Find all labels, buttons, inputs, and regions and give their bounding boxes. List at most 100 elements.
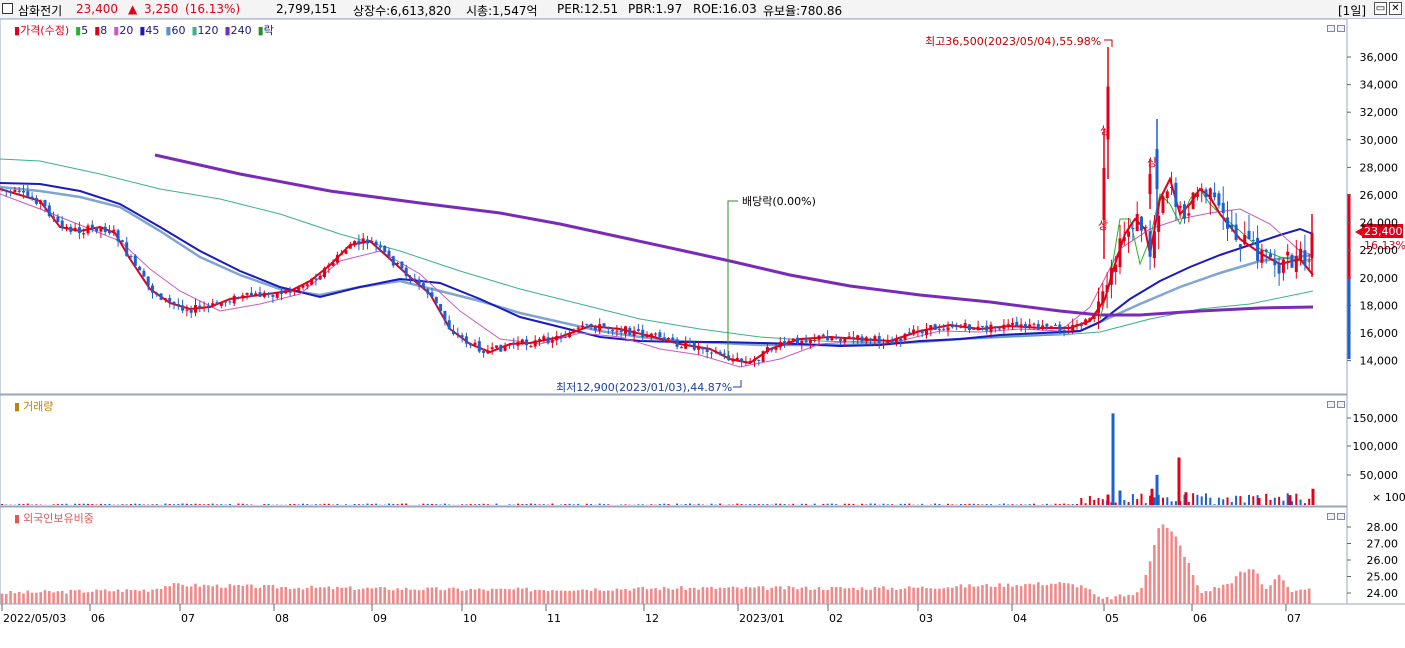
foreign-ratio-bar <box>1037 582 1040 604</box>
candle-body <box>108 230 111 234</box>
candle-body <box>1213 192 1217 198</box>
candle-body <box>955 326 959 328</box>
foreign-ratio-bar <box>701 587 705 604</box>
date-label: 10 <box>463 612 477 625</box>
candle-body <box>1251 239 1255 241</box>
volume-bar <box>1150 488 1154 505</box>
foreign-ratio-bar <box>1127 594 1130 604</box>
candle-body <box>735 357 739 360</box>
candle-body <box>1303 250 1307 266</box>
foreign-ratio-bar <box>310 585 313 604</box>
candle-body <box>421 282 425 289</box>
price-panel-controls[interactable] <box>1325 21 1347 32</box>
maximize-icon[interactable]: ▭ <box>1374 2 1387 15</box>
current-price: 23,400 <box>76 2 118 16</box>
legend-item-5[interactable]: ▮60 <box>165 24 186 37</box>
volume-bar <box>577 503 580 505</box>
foreign-ratio-bar <box>1015 585 1019 604</box>
foreign-ratio-bar <box>99 590 103 604</box>
period-selector[interactable]: [1일] <box>1338 4 1367 18</box>
volume-bar <box>835 504 838 505</box>
legend-item-4[interactable]: ▮45 <box>139 24 160 37</box>
candle-body <box>112 229 116 232</box>
volume-bar <box>1177 457 1181 505</box>
candle-body <box>215 302 219 305</box>
volume-bar <box>1252 496 1255 505</box>
candle-body <box>288 291 292 293</box>
candle-body <box>1071 324 1075 332</box>
legend-item-2[interactable]: ▮8 <box>94 24 108 37</box>
foreign-ratio-bar <box>632 588 636 604</box>
close-icon[interactable]: ✕ <box>1389 2 1402 15</box>
candle-body <box>722 353 726 355</box>
volume-bar <box>478 504 481 505</box>
legend-item-1[interactable]: ▮5 <box>75 24 89 37</box>
candle-body <box>697 346 701 350</box>
select-checkbox[interactable] <box>2 3 13 14</box>
candle-body <box>1269 253 1272 258</box>
foreign-ratio-bar <box>856 589 859 604</box>
foreign-ratio-bar <box>1260 584 1264 604</box>
legend-item-8[interactable]: ▮락 <box>257 24 274 37</box>
candle-body <box>383 245 387 253</box>
foreign-ratio-bar <box>589 590 593 604</box>
price-chart[interactable]: 배당락(0.00%) 최고36,500(2023/05/04),55.98% 최… <box>0 19 1405 648</box>
foreign-ratio-bar <box>430 587 434 604</box>
volume-bar <box>1127 502 1130 505</box>
volume-bar <box>121 504 124 505</box>
legend-item-6[interactable]: ▮120 <box>191 24 219 37</box>
candle-body <box>30 196 34 200</box>
foreign-ratio-bar <box>26 590 30 604</box>
candle-body <box>426 289 430 294</box>
candle-body <box>378 245 382 248</box>
foreign-ratio-bar <box>400 589 404 604</box>
candle-body <box>946 327 950 331</box>
foreign-ratio-bar <box>1092 594 1096 604</box>
volume-panel-controls[interactable] <box>1325 397 1347 408</box>
low-arrow-icon <box>733 380 742 388</box>
candle-body <box>1011 323 1014 325</box>
foreign-ratio-bar <box>0 593 4 604</box>
foreign-ratio-bar <box>525 587 528 604</box>
foreign-panel-controls[interactable] <box>1325 509 1347 520</box>
foreign-ratio-bar <box>718 587 722 604</box>
volume-bar <box>1111 413 1115 505</box>
candle-body <box>90 224 94 228</box>
volume-bar <box>843 503 846 505</box>
volume-bar <box>61 503 64 505</box>
legend-item-7[interactable]: ▮240 <box>224 24 252 37</box>
volume-bar <box>1002 503 1005 505</box>
foreign-ratio-bar <box>1019 586 1023 604</box>
volume-bar <box>1131 494 1134 505</box>
high-arrow-icon <box>1104 39 1113 47</box>
candle-body <box>142 270 146 277</box>
volume-bar <box>882 503 885 505</box>
legend-item-3[interactable]: ▮20 <box>113 24 134 37</box>
ma240-line <box>154 153 1314 317</box>
candle-body <box>292 289 296 292</box>
legend-item-0[interactable]: ▮가격(수정) <box>14 24 70 37</box>
candle-body <box>645 335 649 337</box>
candle-body <box>69 226 73 232</box>
foreign-ratio-bar <box>1131 595 1135 604</box>
foreign-ratio-bar <box>194 583 197 604</box>
volume-bar <box>650 504 653 505</box>
foreign-ratio-bar <box>447 588 451 604</box>
volume-bar <box>173 504 175 505</box>
foreign-ratio-bar <box>232 585 236 604</box>
candle-body <box>1286 251 1290 256</box>
volume-bar <box>667 503 670 505</box>
candle-body <box>933 324 937 331</box>
candle-body <box>710 352 713 354</box>
volume-bar <box>263 504 266 505</box>
per-value: PER:12.51 <box>557 2 619 16</box>
candle-body <box>1243 235 1247 245</box>
foreign-ratio-bar <box>129 590 133 604</box>
stock-name[interactable]: 삼화전기 <box>18 4 63 18</box>
foreign-tick-label: 25.00 <box>1367 571 1399 584</box>
candle-body <box>129 255 133 257</box>
candle-body <box>1148 174 1152 194</box>
volume-bar <box>228 503 231 505</box>
foreign-ratio-bar <box>435 587 438 604</box>
foreign-ratio-bar <box>52 592 55 604</box>
